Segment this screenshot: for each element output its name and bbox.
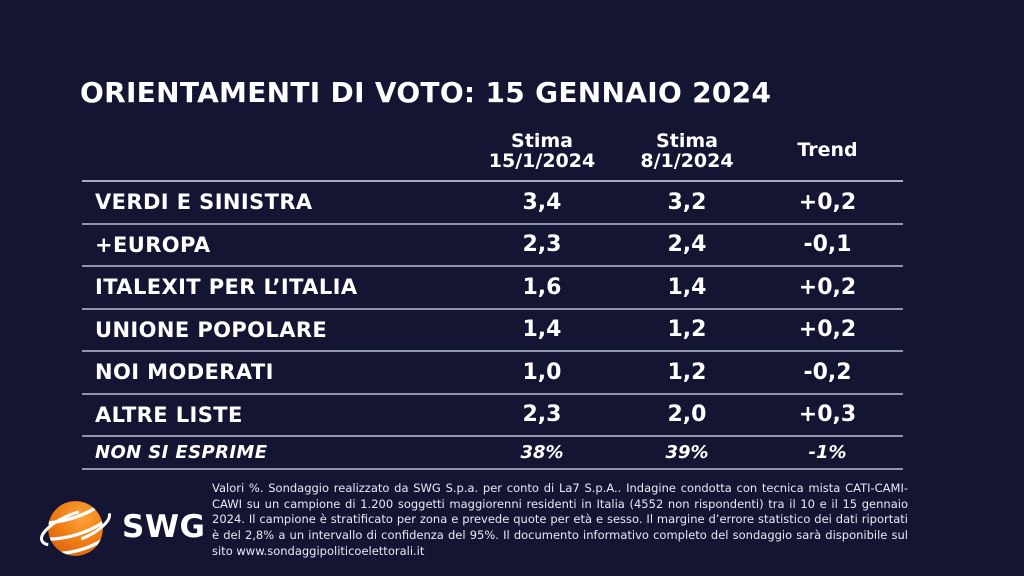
trend-value: +0,2 [798,189,857,215]
party-name: ITALEXIT PER L’ITALIA [95,275,358,300]
swg-globe-icon [40,501,111,556]
poll-table: Stima 15/1/2024 Stima 8/1/2024 Trend VER… [82,126,903,470]
stima-previous-column-header: Stima 8/1/2024 [622,130,752,180]
party-name: UNIONE POPOLARE [95,317,328,342]
party-column-header [82,172,462,180]
stima-previous-header-line1: Stima [656,130,718,153]
methodology-disclaimer: Valori %. Sondaggio realizzato da SWG S.… [212,481,908,558]
party-name: NOI MODERATI [95,360,274,385]
table-row: +EUROPA 2,3 2,4 -0,1 [82,225,903,267]
stima-current-header-line2: 15/1/2024 [488,150,596,173]
party-name: VERDI E SINISTRA [95,190,313,215]
stima-previous-header-line2: 8/1/2024 [640,150,734,173]
table-body: VERDI E SINISTRA 3,4 3,2 +0,2 +EUROPA 2,3 2,4 -… [82,182,903,437]
party-name: ALTRE LISTE [95,402,243,427]
trend-value: -0,1 [803,232,852,258]
table-row: UNIONE POPOLARE 1,4 1,2 +0,2 [82,310,903,352]
swg-logo: SWG [40,484,205,570]
stima-current-column-header: Stima 15/1/2024 [462,130,622,180]
trend-value: +0,2 [798,274,857,300]
page-title: ORIENTAMENTI DI VOTO: 15 GENNAIO 2024 [80,76,772,109]
stima-current-value: 1,0 [522,359,562,385]
swg-logo-text: SWG [122,509,206,545]
trend-value: +0,3 [798,402,857,428]
party-name: NON SI ESPRIME [95,442,268,463]
stima-previous-value: 1,2 [667,317,707,343]
stima-previous-value: 2,4 [667,232,707,258]
stima-current-value: 3,4 [522,189,562,215]
stima-previous-value: 2,0 [667,402,707,428]
party-name: +EUROPA [95,232,211,257]
stima-current-value: 2,3 [522,402,562,428]
trend-value: -0,2 [803,359,852,385]
stima-previous-value: 1,2 [667,359,707,385]
table-header-row: Stima 15/1/2024 Stima 8/1/2024 Trend [82,126,903,182]
trend-column-header: Trend [797,139,858,162]
stima-previous-value: 3,2 [667,189,707,215]
trend-value: +0,2 [798,317,857,343]
stima-current-value: 38% [520,442,564,463]
table-row: ITALEXIT PER L’ITALIA 1,6 1,4 +0,2 [82,267,903,310]
stima-current-value: 2,3 [522,232,562,258]
stima-previous-value: 39% [665,442,709,463]
trend-value: -1% [808,442,847,463]
no-opinion-row: NON SI ESPRIME 38% 39% -1% [82,437,903,470]
table-row: VERDI E SINISTRA 3,4 3,2 +0,2 [82,182,903,225]
stima-current-value: 1,4 [522,317,562,343]
stima-current-header-line1: Stima [511,130,573,153]
table-row: ALTRE LISTE 2,3 2,0 +0,3 [82,395,903,437]
table-row: NOI MODERATI 1,0 1,2 -0,2 [82,352,903,395]
stima-previous-value: 1,4 [667,274,707,300]
stima-current-value: 1,6 [522,274,562,300]
